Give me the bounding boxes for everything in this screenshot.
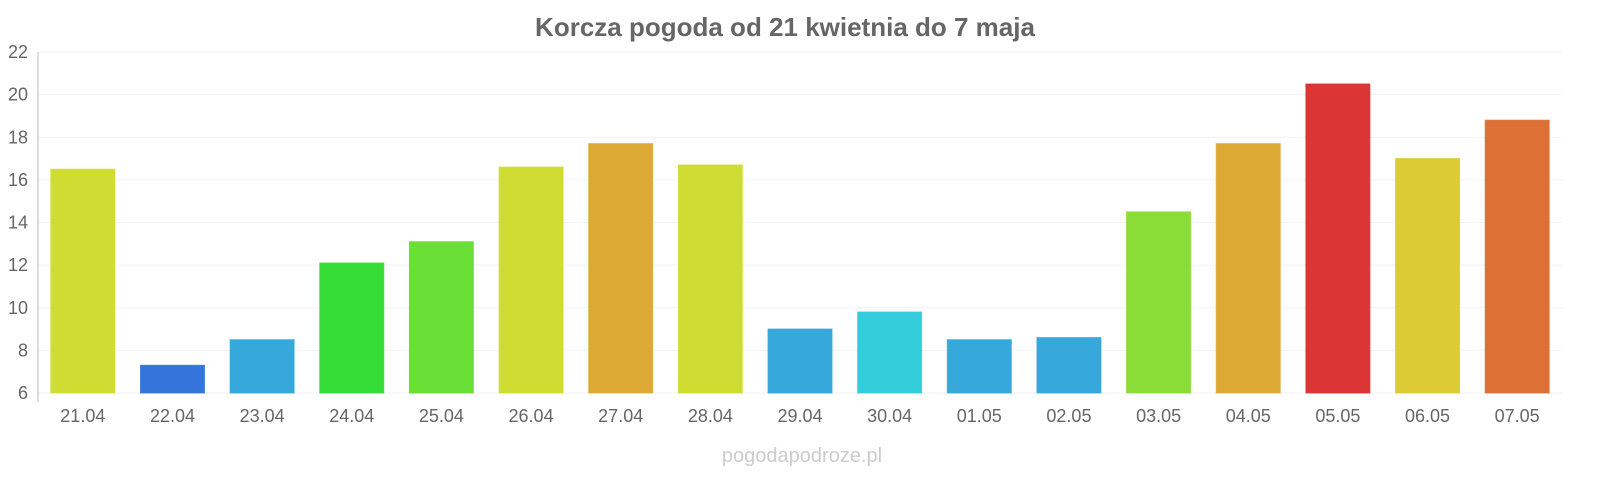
bar-21.04[interactable] [50, 168, 116, 394]
y-tick-label: 22 [8, 42, 28, 62]
bars [50, 83, 1550, 394]
y-tick-label: 14 [8, 213, 28, 233]
bar-24.04[interactable] [319, 262, 385, 394]
x-tick-label: 07.05 [1495, 406, 1540, 426]
x-tick-label: 01.05 [957, 406, 1002, 426]
bar-28.04[interactable] [677, 164, 743, 394]
x-tick-label: 24.04 [329, 406, 374, 426]
x-tick-label: 30.04 [867, 406, 912, 426]
bar-27.04[interactable] [588, 143, 654, 394]
x-axis-ticks: 21.04 22.04 23.04 24.04 25.04 26.04 27.04 28.04… [60, 406, 1539, 426]
x-tick-label: 04.05 [1226, 406, 1271, 426]
y-tick-label: 20 [8, 85, 28, 105]
y-axis-ticks: 6 8 10 12 14 16 18 20 22 [8, 42, 28, 403]
x-tick-label: 23.04 [240, 406, 285, 426]
bar-04.05[interactable] [1215, 143, 1281, 394]
x-tick-label: 21.04 [60, 406, 105, 426]
bar-30.04[interactable] [857, 311, 923, 394]
y-tick-label: 6 [18, 383, 28, 403]
y-tick-label: 12 [8, 255, 28, 275]
x-tick-label: 27.04 [598, 406, 643, 426]
x-tick-label: 02.05 [1046, 406, 1091, 426]
bar-26.04[interactable] [498, 166, 564, 394]
bar-01.05[interactable] [946, 339, 1012, 394]
watermark: pogodapodroze.pl [722, 445, 882, 467]
bar-03.05[interactable] [1126, 211, 1192, 394]
x-tick-label: 06.05 [1405, 406, 1450, 426]
bar-07.05[interactable] [1484, 119, 1550, 394]
bar-23.04[interactable] [229, 339, 295, 394]
x-tick-label: 25.04 [419, 406, 464, 426]
bar-02.05[interactable] [1036, 337, 1102, 394]
chart-title: Korcza pogoda od 21 kwietnia do 7 maja [535, 12, 1035, 42]
y-tick-label: 18 [8, 127, 28, 147]
x-tick-label: 22.04 [150, 406, 195, 426]
x-tick-label: 28.04 [688, 406, 733, 426]
bar-06.05[interactable] [1395, 158, 1461, 394]
x-tick-label: 05.05 [1315, 406, 1360, 426]
x-tick-label: 29.04 [777, 406, 822, 426]
bar-22.04[interactable] [139, 364, 205, 394]
x-tick-label: 26.04 [509, 406, 554, 426]
x-tick-label: 03.05 [1136, 406, 1181, 426]
bar-05.05[interactable] [1305, 83, 1371, 394]
y-tick-label: 8 [18, 340, 28, 360]
y-tick-label: 16 [8, 170, 28, 190]
y-tick-label: 10 [8, 298, 28, 318]
bar-29.04[interactable] [767, 328, 833, 394]
bar-25.04[interactable] [408, 241, 474, 394]
